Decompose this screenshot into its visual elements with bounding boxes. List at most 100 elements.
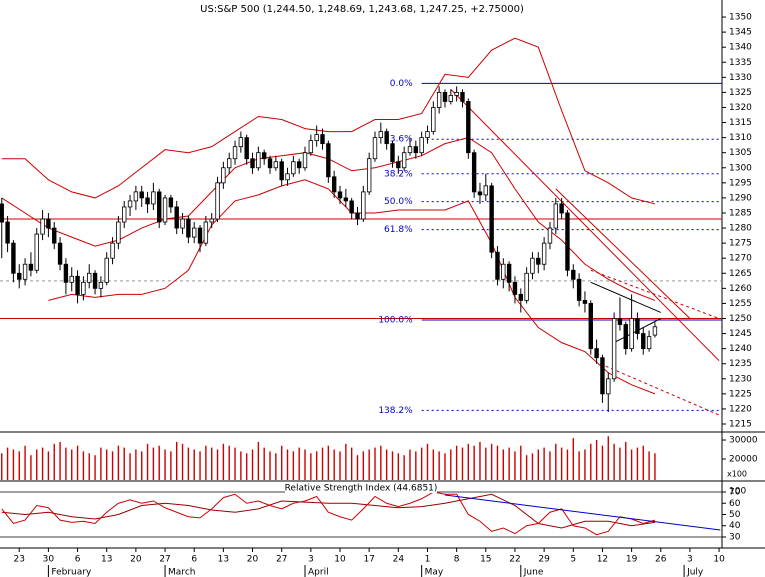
candle-body	[75, 275, 80, 295]
x-tick-label: 15	[480, 555, 491, 565]
y-tick-label: 1240	[729, 344, 752, 354]
y-tick-label: 1270	[729, 254, 752, 264]
candle-body	[518, 293, 523, 301]
y-tick-label: 1345	[729, 28, 752, 38]
candle-body	[401, 152, 407, 169]
x-tick-label: 20	[130, 555, 142, 565]
y-tick-label: 1260	[729, 284, 752, 294]
candle-body	[600, 357, 605, 395]
rsi-title-bg	[285, 483, 437, 493]
candle-body	[174, 206, 179, 229]
candle-body	[594, 348, 599, 359]
x-tick-label: 19	[626, 555, 638, 565]
x-tick-label: 8	[454, 555, 460, 565]
bollinger-upper	[1, 37, 656, 205]
volume-tick-label: 30000	[729, 436, 758, 446]
y-tick-label: 1220	[729, 404, 752, 414]
candle-body	[331, 176, 337, 193]
candle-body	[466, 101, 471, 154]
candle-body	[203, 221, 209, 244]
x-tick-label: 17	[363, 555, 374, 565]
y-tick-label: 1330	[729, 73, 752, 83]
y-tick-label: 1275	[729, 239, 752, 249]
candle-body	[506, 263, 512, 283]
candle-body	[157, 191, 162, 223]
trendline	[590, 269, 720, 319]
candle-body	[390, 143, 395, 163]
candle-body	[145, 197, 150, 205]
y-tick-label: 1340	[729, 43, 752, 53]
candle-body	[5, 221, 10, 244]
candle-body	[314, 134, 319, 142]
candle-body	[524, 272, 529, 301]
candle-body	[530, 257, 535, 274]
candle-body	[285, 173, 290, 181]
x-tick-label: 13	[218, 555, 229, 565]
x-tick-label: 27	[159, 555, 170, 565]
y-tick-label: 1350	[729, 13, 752, 23]
fib-label: 138.2%	[378, 406, 413, 416]
candle-body	[635, 318, 640, 334]
y-tick-label: 1250	[729, 314, 752, 324]
candle-body	[413, 146, 419, 154]
month-label: May	[425, 568, 444, 577]
candle-body	[63, 263, 69, 283]
candle-body	[611, 318, 617, 380]
candle-body	[512, 281, 518, 295]
candle-body	[343, 197, 349, 202]
candle-body	[349, 200, 354, 214]
candle-body	[122, 206, 127, 223]
candle-body	[501, 263, 506, 280]
candle-body	[116, 221, 121, 244]
candle-body	[279, 161, 284, 181]
candle-body	[209, 218, 214, 223]
candle-body	[69, 275, 74, 283]
x-tick-label: 12	[597, 555, 608, 565]
candle-body	[565, 212, 570, 271]
candle-body	[192, 227, 197, 238]
candle-body	[104, 257, 109, 283]
rsi-tick-label: 30	[729, 532, 741, 542]
y-tick-label: 1315	[729, 118, 752, 128]
y-tick-label: 1335	[729, 58, 752, 68]
candle-body	[168, 197, 174, 208]
candle-body	[197, 227, 203, 244]
x-tick-label: 23	[14, 555, 25, 565]
candle-body	[291, 161, 296, 175]
candle-body	[652, 326, 658, 336]
candle-body	[436, 91, 442, 108]
trendline	[590, 281, 661, 313]
candle-body	[623, 324, 628, 350]
candle-body	[471, 152, 477, 193]
x-tick-label: 3	[687, 555, 693, 565]
candle-body	[302, 152, 308, 169]
candle-body	[617, 318, 623, 325]
rsi-trendline	[444, 494, 721, 531]
y-tick-label: 1285	[729, 208, 752, 218]
candle-body	[139, 191, 144, 199]
candle-body	[454, 91, 459, 96]
x-tick-label: 27	[276, 555, 287, 565]
month-label: July	[686, 568, 704, 577]
x-tick-label: 6	[75, 555, 81, 565]
candle-body	[308, 140, 314, 154]
x-tick-label: 26	[655, 555, 667, 565]
candle-body	[448, 95, 454, 102]
y-tick-label: 1305	[729, 148, 752, 158]
candle-body	[431, 107, 436, 132]
candle-body	[110, 242, 115, 259]
candle-body	[536, 257, 541, 265]
y-tick-label: 1320	[729, 103, 752, 113]
candle-body	[407, 146, 413, 154]
y-tick-label: 1245	[729, 329, 752, 339]
candle-body	[629, 318, 634, 350]
rsi-line	[1, 491, 656, 536]
volume-unit: x100	[727, 470, 747, 479]
chart-title: US:S&P 500 (1,244.50, 1,248.69, 1,243.68…	[200, 4, 524, 15]
month-label: June	[523, 568, 544, 577]
y-tick-label: 1215	[729, 420, 752, 430]
x-tick-label: 24	[393, 555, 405, 565]
y-tick-label: 1325	[729, 88, 752, 98]
candle-body	[553, 203, 558, 229]
